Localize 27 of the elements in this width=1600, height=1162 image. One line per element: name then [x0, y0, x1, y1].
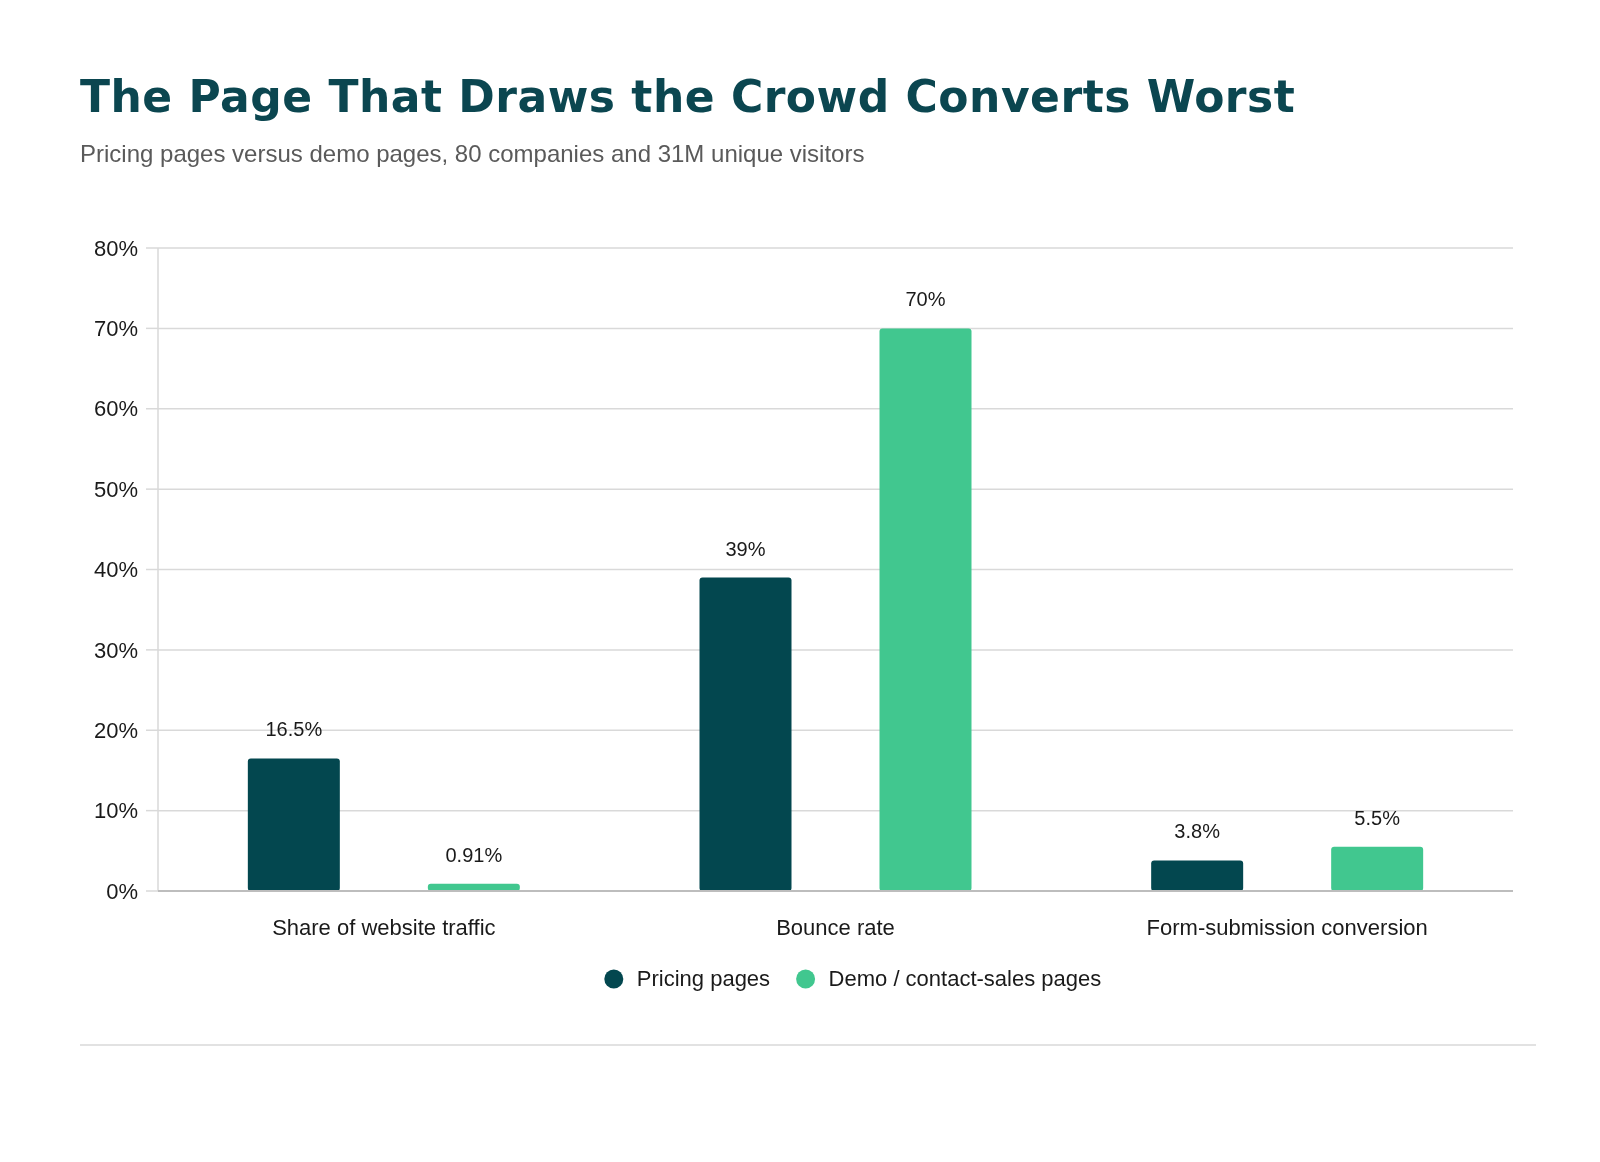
data-label: 16.5%: [265, 718, 323, 741]
y-tick-label: 30%: [93, 637, 138, 663]
y-tick-label: 0%: [106, 878, 138, 904]
bar: [1331, 846, 1424, 891]
chart-subtitle: Pricing pages versus demo pages, 80 companies and 31M unique visitors: [80, 140, 865, 167]
data-label: 0.91%: [445, 843, 503, 866]
data-label: 70%: [905, 288, 946, 311]
chart-title: The Page That Draws the Crowd Converts Worst: [80, 71, 1296, 122]
y-tick-label: 70%: [93, 316, 138, 342]
data-label: 5.5%: [1354, 806, 1401, 829]
bar: [699, 577, 792, 891]
y-tick-label: 60%: [93, 396, 138, 422]
data-label: 39%: [725, 537, 766, 560]
y-tick-label: 10%: [93, 798, 138, 824]
legend-label: Demo / contact-sales pages: [828, 966, 1102, 991]
y-tick-label: 80%: [93, 235, 138, 261]
y-tick-label: 40%: [93, 557, 138, 583]
y-tick-label: 50%: [93, 476, 138, 502]
x-tick-label: Share of website traffic: [272, 915, 496, 940]
y-tick-label: 20%: [93, 717, 138, 743]
x-tick-label: Bounce rate: [776, 915, 895, 940]
bar: [247, 758, 340, 891]
bar: [879, 328, 972, 891]
legend-label: Pricing pages: [636, 966, 771, 991]
bar: [1151, 860, 1244, 891]
data-label: 3.8%: [1174, 820, 1221, 843]
x-tick-label: Form-submission conversion: [1146, 915, 1428, 940]
